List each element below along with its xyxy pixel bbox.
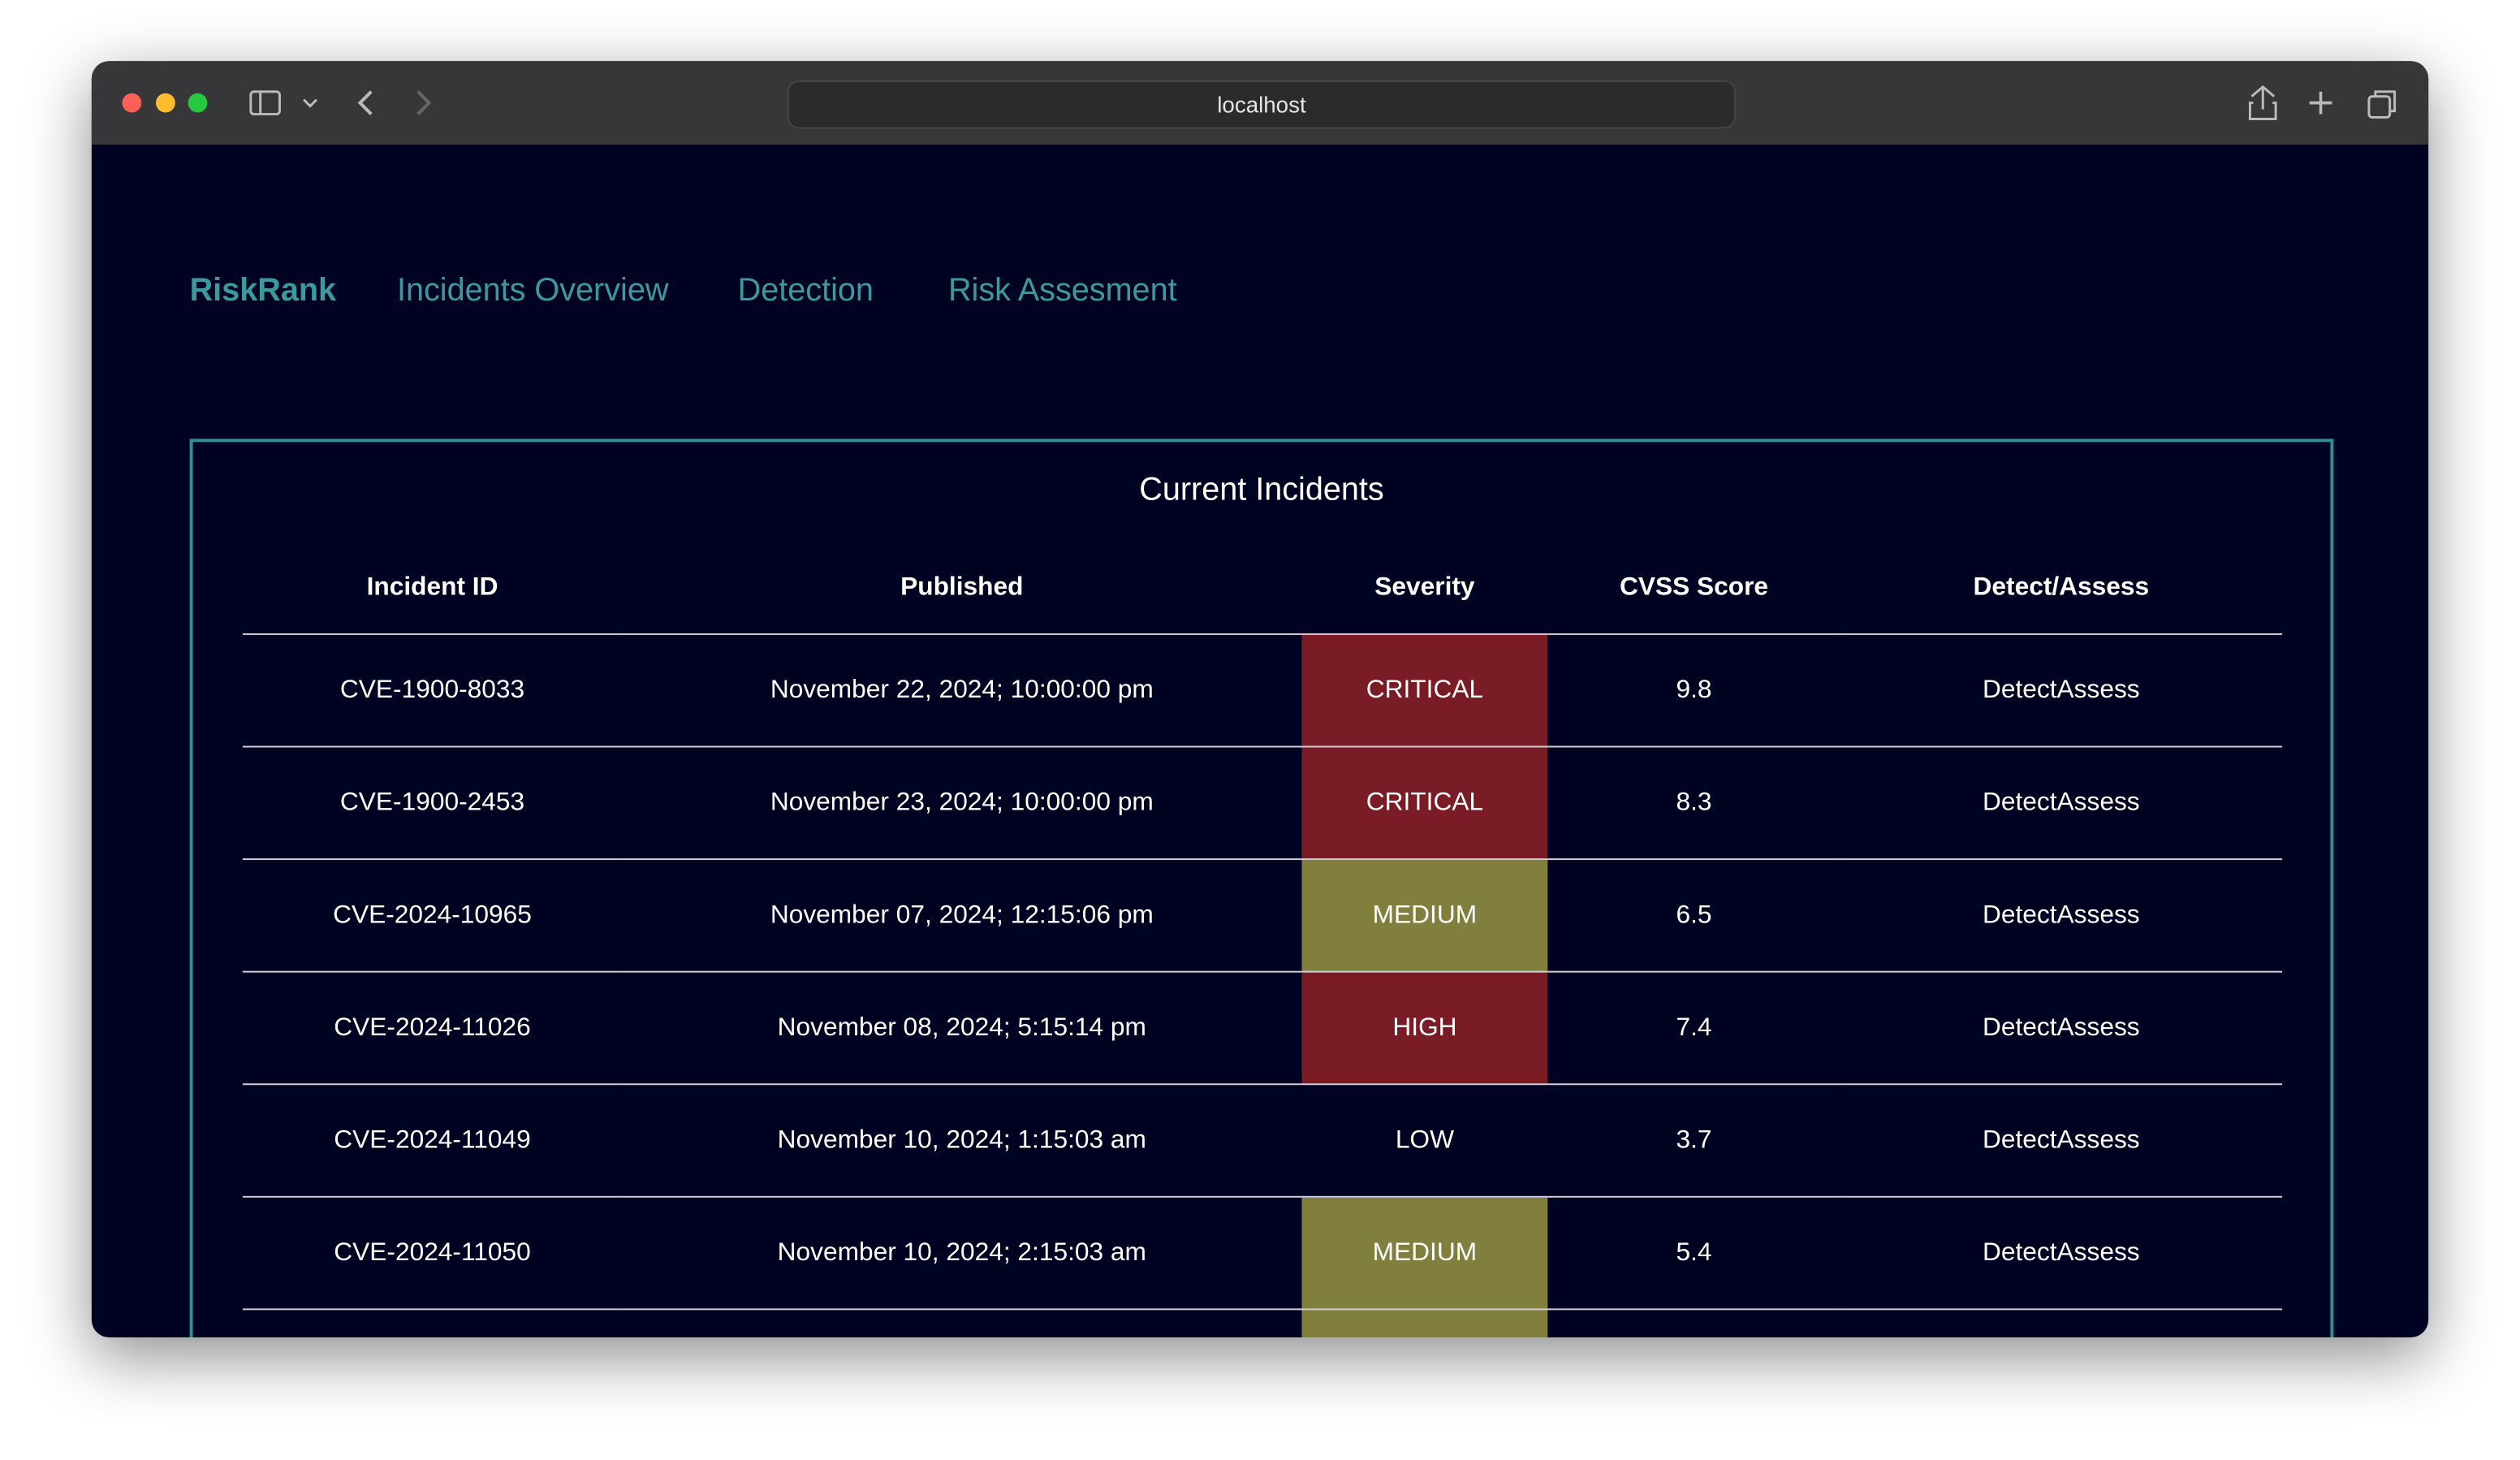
cell: November 22, 2024; 10:00:00 pm: [622, 633, 1302, 748]
cell: 9.8: [1547, 633, 1840, 748]
cell: 8.3: [1547, 746, 1840, 861]
button-group: DetectAssess: [1840, 1126, 2282, 1155]
cell: CVE-2024-11050: [242, 1196, 623, 1311]
button-group: DetectAssess: [1840, 1013, 2282, 1043]
brand[interactable]: RiskRank: [189, 273, 337, 309]
column-header: Published: [622, 543, 1302, 635]
cell: 7.4: [1547, 971, 1840, 1086]
actions-cell: DetectAssess: [1840, 1084, 2283, 1198]
severity-cell: MEDIUM: [1301, 1196, 1548, 1311]
action-button[interactable]: Detect: [1982, 676, 2057, 704]
cell: November 08, 2024; 5:15:14 pm: [622, 971, 1302, 1086]
nav-link[interactable]: Risk Assesment: [947, 273, 1177, 309]
action-button[interactable]: Assess: [2056, 1238, 2140, 1266]
severity-cell: HIGH: [1301, 971, 1548, 1086]
severity-cell: MEDIUM: [1301, 859, 1548, 973]
cell: CVE-1900-8033: [242, 633, 623, 748]
action-button[interactable]: Assess: [2056, 901, 2140, 929]
column-header: Severity: [1301, 543, 1548, 635]
incident-row: CVE-1900-8033 November 22, 2024; 10:00:00…: [242, 633, 2283, 748]
action-button[interactable]: Assess: [2056, 788, 2140, 816]
action-button[interactable]: Detect: [1982, 901, 2057, 929]
actions-cell: DetectAssess: [1840, 971, 2283, 1086]
toolbar-icons: [122, 84, 2397, 120]
cell: 6.5: [1547, 859, 1840, 973]
cell: [622, 1309, 1301, 1337]
action-button[interactable]: Assess: [2056, 1125, 2140, 1154]
action-button[interactable]: Detect: [1982, 1125, 2057, 1154]
incident-row: CVE-1900-2453 November 23, 2024; 10:00:00…: [242, 746, 2283, 861]
nav-link[interactable]: Detection: [737, 273, 874, 309]
cell: 3.7: [1547, 1084, 1840, 1198]
action-button[interactable]: Detect: [1982, 1238, 2057, 1266]
action-button[interactable]: Detect: [1982, 788, 2057, 816]
address-bar[interactable]: localhost: [788, 80, 1736, 129]
cell: November 07, 2024; 12:15:06 pm: [622, 859, 1302, 973]
action-button[interactable]: Assess: [2056, 1013, 2140, 1041]
button-group: DetectAssess: [1840, 1238, 2282, 1268]
panel-title: Current Incidents: [1139, 473, 1384, 508]
severity-cell: CRITICAL: [1301, 633, 1548, 748]
severity-cell: LOW: [1301, 1084, 1548, 1198]
cell: CVE-2024-11026: [242, 971, 623, 1086]
cell: November 23, 2024; 10:00:00 pm: [622, 746, 1302, 861]
header-row: Incident ID Published Severity CVSS Score De…: [242, 543, 2283, 635]
cell: 5.4: [1547, 1196, 1840, 1311]
actions-cell: DetectAssess: [1840, 859, 2283, 973]
cell: November 10, 2024; 2:15:03 am: [622, 1196, 1302, 1311]
action-button[interactable]: Detect: [1982, 1013, 2057, 1041]
column-header: Detect/Assess: [1840, 543, 2283, 635]
table-body: CVE-1900-8033 November 22, 2024; 10:00:00…: [242, 633, 2283, 1338]
incident-row: CVE-2024-11050 November 10, 2024; 2:15:03…: [242, 1196, 2283, 1311]
browser-window: localhost RiskRank Incidents Overview De…: [91, 61, 2429, 1338]
column-header: Incident ID: [242, 543, 623, 635]
incident-row: CVE-2024-10965 November 07, 2024; 12:15:0…: [242, 859, 2283, 973]
cell: [1547, 1309, 1840, 1337]
cell: CVE-1900-2453: [242, 746, 623, 861]
actions-cell: DetectAssess: [1840, 746, 2283, 861]
actions-cell: DetectAssess: [1840, 1196, 2283, 1311]
nav-link[interactable]: Incidents Overview: [396, 273, 669, 309]
button-group: DetectAssess: [1840, 901, 2282, 931]
severity-cell: CRITICAL: [1301, 746, 1548, 861]
toolbar: localhost: [91, 61, 2429, 145]
column-header: CVSS Score: [1547, 543, 1840, 635]
cell: CVE-2024-11049: [242, 1084, 623, 1198]
incidents-panel: Current Incidents Incident ID Published Se…: [189, 438, 2334, 1338]
button-group: DetectAssess: [1840, 788, 2282, 818]
action-button[interactable]: Assess: [2056, 676, 2140, 704]
cell: [1301, 1309, 1548, 1338]
incident-row: CVE-2024-11026 November 08, 2024; 5:15:14…: [242, 971, 2283, 1086]
url-text: localhost: [1217, 91, 1306, 118]
actions-cell: DetectAssess: [1840, 633, 2283, 748]
incidents-table: Incident ID Published Severity CVSS Score De…: [242, 543, 2283, 1338]
partial-row: [243, 1309, 2282, 1338]
cell: [1840, 1309, 2282, 1337]
button-group: DetectAssess: [1840, 676, 2282, 705]
incident-row: CVE-2024-11049 November 10, 2024; 1:15:03…: [242, 1084, 2283, 1198]
cell: [243, 1309, 622, 1337]
cell: CVE-2024-10965: [242, 859, 623, 973]
cell: November 10, 2024; 1:15:03 am: [622, 1084, 1302, 1198]
